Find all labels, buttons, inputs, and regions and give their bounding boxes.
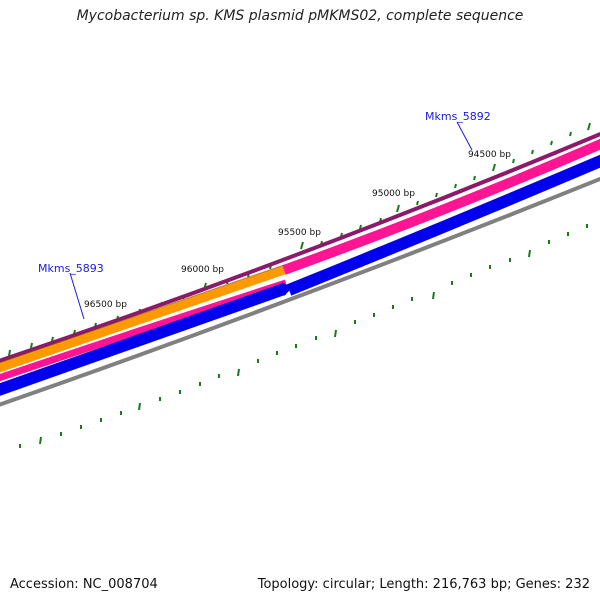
accession-text: Accession: NC_008704 [10, 577, 158, 592]
feature-track-orange[interactable] [0, 265, 286, 373]
cds-track-right[interactable] [286, 154, 600, 296]
position-label-94500: 94500 bp [468, 150, 511, 160]
gene-label-leader-5892 [456, 121, 473, 151]
topology-summary-text: Topology: circular; Length: 216,763 bp; … [257, 577, 590, 592]
cds-track-left[interactable] [0, 283, 287, 396]
gene-track-mkms-5892[interactable] [282, 138, 600, 275]
position-label-96500: 96500 bp [84, 300, 127, 310]
inner-tick-marks [19, 224, 588, 448]
gene-label-leader-5893 [69, 272, 85, 320]
map-title: Mycobacterium sp. KMS plasmid pMKMS02, c… [76, 8, 524, 24]
position-label-96000: 96000 bp [181, 265, 224, 275]
gray-track [0, 176, 600, 407]
position-label-95000: 95000 bp [372, 189, 415, 199]
gene-label-mkms-5892[interactable]: Mkms_5892 [425, 110, 491, 123]
plasmid-backbone [0, 132, 600, 363]
gene-track-mkms-5893[interactable] [0, 279, 288, 382]
gene-label-mkms-5893[interactable]: Mkms_5893 [38, 262, 104, 275]
cds-arrow-junction [282, 282, 292, 296]
position-label-95500: 95500 bp [278, 228, 321, 238]
